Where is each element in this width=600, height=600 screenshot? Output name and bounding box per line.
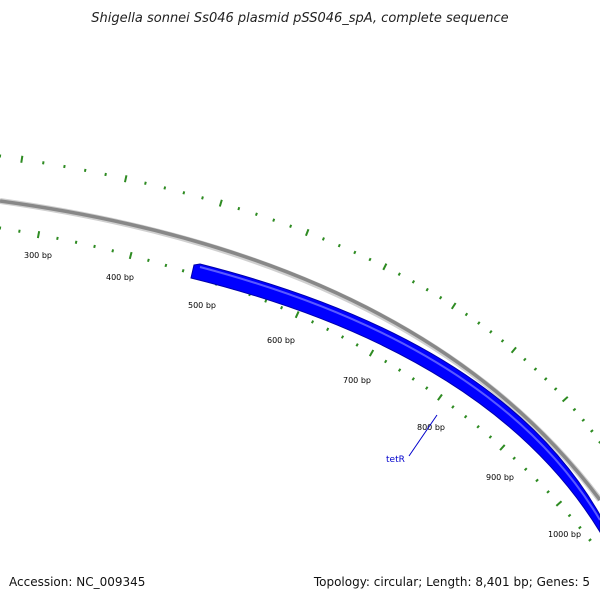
inner-minor-tick [56,236,59,241]
inner-major-tick [555,500,563,507]
bp-position-label: 500 bp [188,301,216,310]
inner-minor-tick [546,490,550,494]
inner-minor-tick [164,263,168,268]
bp-position-label: 1000 bp [548,530,581,539]
outer-minor-tick [163,186,167,190]
bp-position-label: 600 bp [267,336,295,345]
inner-minor-tick [397,368,402,372]
outer-minor-tick [368,257,372,262]
inner-minor-tick [310,320,315,324]
outer-major-tick [218,199,223,207]
inner-minor-tick [111,249,115,253]
inner-minor-tick [18,229,21,233]
outer-minor-tick [464,312,469,317]
outer-minor-tick [104,172,107,177]
outer-major-tick [305,228,310,237]
gene-label-tetR[interactable]: tetR [386,455,405,465]
inner-minor-tick [264,299,268,303]
inner-minor-tick [280,305,284,310]
gene-arrow-highlight [199,266,600,521]
inner-major-tick [36,231,41,239]
outer-minor-tick [533,367,538,371]
summary-text: Topology: circular; Length: 8,401 bp; Ge… [313,575,590,589]
outer-minor-tick [272,218,276,222]
bp-position-label: 300 bp [24,251,52,260]
inner-major-tick [437,393,443,401]
outer-minor-tick [581,418,586,422]
inner-minor-tick [488,435,493,439]
inner-minor-tick [567,513,572,518]
inner-minor-tick [512,456,516,461]
inner-minor-tick [588,538,592,542]
bp-position-label: 400 bp [106,273,134,282]
outer-minor-tick [201,196,204,200]
outer-minor-tick [425,287,429,292]
inner-minor-tick [451,405,455,409]
backbone-shadow [0,198,600,502]
outer-minor-tick [523,357,527,362]
outer-major-tick [123,175,128,183]
outer-minor-tick [353,250,357,255]
inner-minor-tick [384,359,388,364]
outer-minor-tick [397,272,401,276]
outer-minor-tick [144,181,147,185]
inner-minor-tick [578,525,582,530]
gene-label-leader [408,414,438,457]
bp-position-label: 800 bp [417,423,445,432]
inner-minor-tick [326,327,330,332]
outer-minor-tick [289,224,293,228]
outer-minor-tick [500,339,505,343]
outer-major-tick [561,396,569,403]
outer-major-tick [510,346,517,354]
outer-minor-tick [83,168,87,173]
outer-minor-tick [598,440,600,444]
inner-minor-tick [425,386,429,390]
outer-minor-tick [182,191,186,195]
outer-major-tick [382,263,388,271]
outer-minor-tick [553,387,558,391]
outer-minor-tick [477,321,481,325]
inner-major-tick [128,251,133,260]
inner-minor-tick [355,343,359,347]
outer-minor-tick [590,429,594,433]
inner-minor-tick [93,244,96,249]
bp-label-group: 300 bp 400 bp 500 bp 600 bp 700 bp 800 bp 900 … [24,251,581,539]
outer-minor-tick [337,243,341,248]
outer-major-tick [450,302,457,310]
inner-minor-tick [523,467,528,472]
outer-minor-tick [237,206,241,211]
inner-major-tick [294,311,300,319]
map-title: Shigella sonnei Ss046 plasmid pSS046_spA… [91,11,508,26]
inner-minor-tick [463,414,468,419]
inner-major-tick [499,444,506,451]
bp-position-label: 900 bp [486,473,514,482]
outer-minor-tick [63,164,66,169]
inner-minor-tick [74,240,78,244]
inner-minor-tick [411,377,415,381]
outer-minor-tick [255,212,258,217]
outer-minor-tick [543,377,548,381]
accession-text: Accession: NC_009345 [9,575,145,589]
outer-minor-tick [438,295,443,300]
outer-minor-tick [572,407,577,412]
inner-minor-tick [535,478,539,483]
bp-position-label: 700 bp [343,376,371,385]
outer-minor-tick [411,280,416,284]
inner-minor-tick [476,424,480,429]
outer-minor-tick [321,237,325,241]
inner-minor-tick [147,258,150,263]
outer-minor-tick [489,330,493,334]
outer-tick-ring [0,154,600,444]
inner-minor-tick [340,335,345,339]
gene-arrow-tetR[interactable] [190,263,600,533]
inner-minor-tick [181,269,185,273]
outer-major-tick [20,155,24,163]
plasmid-backbone [0,199,600,502]
inner-major-tick [368,349,375,357]
